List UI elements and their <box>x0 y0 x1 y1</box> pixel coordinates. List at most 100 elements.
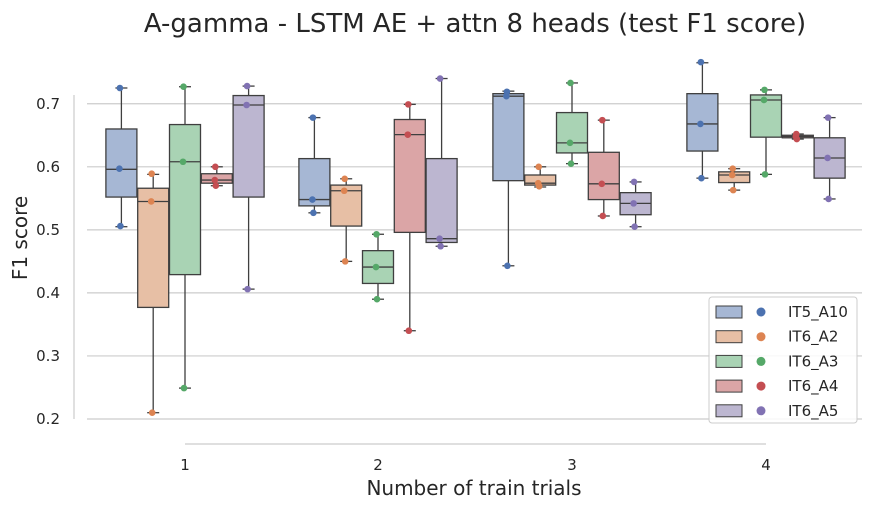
legend-swatch <box>715 404 743 418</box>
data-point <box>405 327 413 335</box>
data-point <box>373 295 381 303</box>
data-point <box>372 263 380 271</box>
data-point <box>180 83 187 91</box>
data-point <box>436 235 443 242</box>
box <box>137 187 170 309</box>
data-point <box>535 163 542 171</box>
data-point <box>404 131 412 138</box>
data-point <box>761 86 768 94</box>
box <box>425 157 458 244</box>
data-point <box>760 96 768 104</box>
data-point <box>599 116 606 124</box>
data-point <box>244 285 251 293</box>
data-point <box>630 178 638 186</box>
data-point <box>825 195 832 203</box>
data-point <box>341 175 349 183</box>
data-point <box>309 196 316 203</box>
data-point <box>793 135 801 143</box>
legend-marker <box>756 356 766 366</box>
data-point <box>116 84 124 92</box>
x-tick-label: 1 <box>180 456 190 474</box>
data-point <box>567 160 575 167</box>
legend-label: IT5_A10 <box>788 303 848 322</box>
data-point <box>697 120 704 128</box>
data-point <box>180 384 188 392</box>
data-point <box>566 139 574 147</box>
box <box>168 123 202 276</box>
y-tick-label: 0.7 <box>36 95 60 113</box>
data-point <box>437 242 444 250</box>
box <box>587 151 620 201</box>
data-point <box>630 200 637 207</box>
data-point <box>243 82 251 90</box>
legend-marker <box>756 406 766 416</box>
data-point <box>436 75 444 82</box>
x-tick-label: 4 <box>761 456 771 474</box>
axes: 0.2 0.3 0.4 0.5 0.6 0.7 1 2 3 4 <box>36 95 771 474</box>
data-point <box>148 409 156 416</box>
data-point <box>117 222 124 230</box>
data-point <box>535 183 543 190</box>
data-point <box>373 230 380 238</box>
data-point <box>148 170 155 178</box>
data-point <box>761 171 769 178</box>
box <box>105 128 138 198</box>
legend-label: IT6_A5 <box>788 402 838 421</box>
data-point <box>504 262 511 270</box>
data-point <box>631 223 638 230</box>
legend-label: IT6_A3 <box>788 352 838 371</box>
data-point <box>598 180 606 188</box>
data-point <box>824 154 831 162</box>
data-point <box>116 165 123 172</box>
boxes <box>105 62 846 414</box>
y-tick-label: 0.5 <box>36 221 60 239</box>
data-point <box>698 174 705 182</box>
y-tick-label: 0.3 <box>36 347 60 365</box>
data-point <box>310 209 317 217</box>
legend-label: IT6_A2 <box>788 328 838 347</box>
x-tick-label: 3 <box>567 456 577 474</box>
box <box>393 118 426 234</box>
legend-swatch <box>715 305 743 319</box>
data-point <box>179 158 187 166</box>
data-point <box>697 58 705 66</box>
y-tick-label: 0.2 <box>36 410 60 428</box>
box <box>232 94 265 198</box>
data-point <box>212 182 220 190</box>
data-point <box>211 176 219 184</box>
data-point <box>309 114 317 121</box>
data-point <box>212 163 219 171</box>
y-axis-label: F1 score <box>8 196 32 280</box>
data-point <box>243 101 250 109</box>
data-point <box>599 212 607 220</box>
legend-marker <box>756 332 766 342</box>
y-tick-label: 0.4 <box>36 284 60 302</box>
x-axis-label: Number of train trials <box>366 476 581 500</box>
data-point <box>824 114 832 121</box>
legend-marker <box>756 307 766 317</box>
data-point <box>340 187 348 195</box>
data-point <box>729 186 737 194</box>
data-point <box>567 79 574 87</box>
data-point <box>405 101 412 108</box>
data-points <box>116 58 832 416</box>
box <box>555 111 589 154</box>
legend-box <box>708 296 858 424</box>
chart-title: A-gamma - LSTM AE + attn 8 heads (test F… <box>144 9 806 39</box>
data-point <box>341 258 349 265</box>
box <box>492 93 525 182</box>
x-tick-label: 2 <box>373 456 383 474</box>
data-point <box>503 92 510 100</box>
legend-swatch <box>715 354 743 368</box>
legend-swatch <box>715 330 743 344</box>
data-point <box>728 171 736 179</box>
legend: IT5_A10 IT6_A2 IT6_A3 IT6_A4 IT6_A5 <box>708 296 858 424</box>
legend-label: IT6_A4 <box>788 377 838 396</box>
legend-marker <box>756 381 766 391</box>
data-point <box>147 198 155 205</box>
y-tick-label: 0.6 <box>36 158 60 176</box>
data-point <box>729 165 736 172</box>
legend-swatch <box>715 379 743 393</box>
